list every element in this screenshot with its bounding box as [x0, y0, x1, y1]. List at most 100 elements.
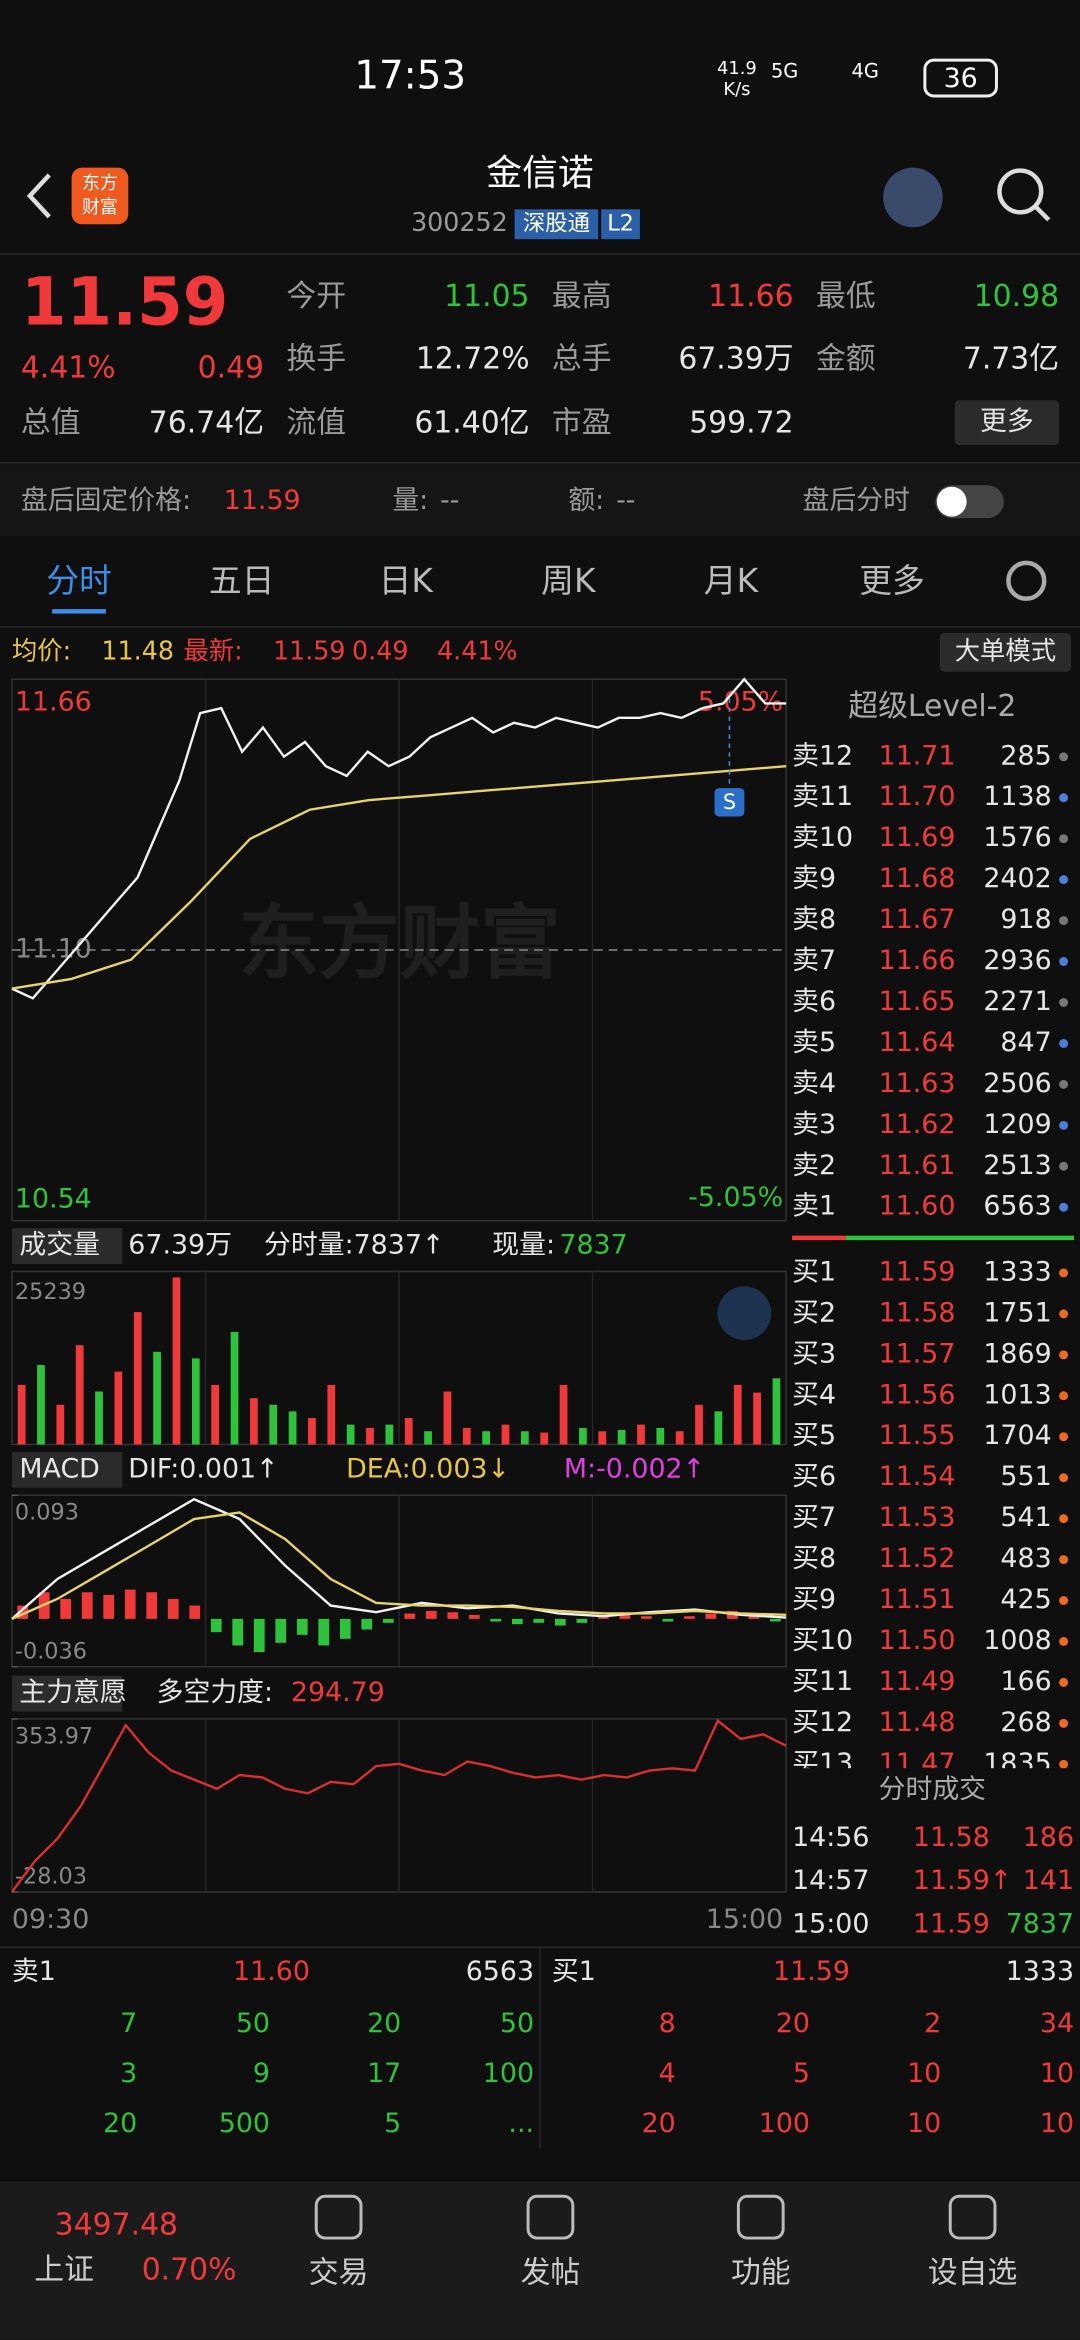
- marker-box: [714, 788, 745, 817]
- volume-minute: 分时量:7837↑: [264, 1230, 444, 1261]
- tag-box: [514, 209, 599, 240]
- tab[interactable]: 月K: [704, 562, 760, 600]
- back-button[interactable]: [26, 173, 51, 219]
- more-button[interactable]: [954, 400, 1060, 446]
- book-price: 11.65: [879, 986, 956, 1017]
- queue-cell: 4: [659, 2058, 676, 2089]
- macd-bar: [597, 1616, 609, 1619]
- field-value: 76.74亿: [149, 406, 264, 441]
- field-value: 599.72: [689, 406, 793, 441]
- tab[interactable]: 五日: [209, 562, 275, 600]
- big-order-button[interactable]: [939, 632, 1072, 672]
- book-dot: [1059, 1596, 1069, 1605]
- queue-cell: 9: [253, 2058, 270, 2089]
- book-dot: [1059, 1514, 1069, 1524]
- volume-bar: [675, 1431, 684, 1445]
- book-volume: 1209: [983, 1109, 1051, 1140]
- tab[interactable]: 日K: [379, 562, 435, 600]
- book-dot: [1059, 1759, 1069, 1769]
- book-level: 买11: [792, 1666, 853, 1697]
- volume-bar: [520, 1431, 529, 1445]
- book-level: 卖5: [792, 1027, 836, 1058]
- volume-bar: [772, 1378, 781, 1445]
- battery: [923, 58, 998, 98]
- book-price: 11.51: [879, 1584, 956, 1615]
- nav-icon[interactable]: [526, 2194, 575, 2240]
- search-icon[interactable]: [997, 168, 1044, 215]
- price-line: [11, 677, 787, 1000]
- macd-bar: [124, 1589, 136, 1619]
- nav-icon[interactable]: [314, 2194, 363, 2240]
- index-value: 3497.48: [55, 2208, 178, 2243]
- book-level: 卖1: [792, 1191, 836, 1222]
- macd-bar: [232, 1618, 244, 1646]
- book-price: 11.66: [879, 945, 956, 976]
- stock-code: 300252: [411, 207, 508, 237]
- book-level: 卖10: [792, 822, 853, 853]
- book-level: 买12: [792, 1707, 853, 1738]
- expand-button[interactable]: [717, 1286, 772, 1341]
- dea-line: [11, 1511, 787, 1620]
- book-volume: 2936: [983, 945, 1051, 976]
- nav-item[interactable]: 交易: [309, 2255, 369, 2290]
- trade-volume: 141: [1023, 1865, 1074, 1896]
- book-dot: [1059, 1350, 1069, 1360]
- book-level: 卖3: [792, 1109, 836, 1140]
- volume-bar: [637, 1424, 645, 1445]
- tab[interactable]: 分时: [46, 562, 112, 600]
- book-volume: 2513: [983, 1150, 1051, 1181]
- change: 0.49: [198, 350, 264, 385]
- field-label: 今开: [286, 279, 346, 314]
- nav-icon[interactable]: [736, 2194, 785, 2240]
- nav-item[interactable]: 设自选: [928, 2255, 1017, 2290]
- book-level: 买5: [792, 1420, 836, 1451]
- battery-level: 36: [944, 63, 978, 94]
- tab[interactable]: 周K: [541, 562, 597, 600]
- book-price: 11.69: [879, 822, 956, 853]
- book-volume: 1869: [983, 1338, 1051, 1369]
- book-volume: 166: [1000, 1666, 1051, 1697]
- macd-bar: [210, 1618, 222, 1633]
- book-dot: [1059, 1636, 1069, 1646]
- book-level: 买2: [792, 1297, 836, 1328]
- book-price: 11.71: [879, 740, 956, 771]
- volume-bar: [733, 1384, 742, 1445]
- volume-bar: [327, 1384, 336, 1445]
- queue-cell: 34: [1040, 2008, 1074, 2039]
- book-price: 11.57: [879, 1338, 956, 1369]
- volume-total: 67.39万: [128, 1230, 232, 1261]
- last-change: 0.49: [352, 635, 408, 665]
- volume-bar: [598, 1431, 607, 1445]
- tab[interactable]: 更多: [859, 562, 925, 600]
- book-volume: 483: [1000, 1543, 1051, 1574]
- volume-bar: [172, 1277, 181, 1445]
- trade-time: 14:56: [792, 1822, 869, 1853]
- volume-bar: [230, 1331, 239, 1445]
- network: 5G: [771, 60, 798, 83]
- level-tag: L2: [607, 211, 634, 237]
- field-value: 11.05: [444, 279, 529, 314]
- book-level: 卖2: [792, 1150, 836, 1181]
- field-label: 最高: [552, 279, 612, 314]
- book-dot: [1059, 1079, 1069, 1089]
- avg-label: 均价:: [12, 635, 71, 665]
- nav-icon[interactable]: [948, 2194, 997, 2240]
- book-level: 买7: [792, 1502, 836, 1533]
- search-icon-handle: [1033, 204, 1051, 222]
- nav-item[interactable]: 功能: [731, 2255, 791, 2290]
- last-pct: 4.41%: [437, 635, 518, 665]
- change-pct: 4.41%: [21, 350, 116, 385]
- volume-bar: [17, 1384, 26, 1445]
- queue-head-price: 11.60: [233, 1956, 310, 1987]
- book-dot: [1059, 957, 1069, 967]
- field-label: 总值: [21, 406, 81, 441]
- field-value: 12.72%: [416, 342, 530, 377]
- macd-label: MACD: [19, 1453, 99, 1484]
- book-level: 卖7: [792, 945, 836, 976]
- nav-item[interactable]: 发帖: [521, 2255, 581, 2290]
- macd-dif: DIF:0.001↑: [128, 1453, 278, 1484]
- main-label: 主力意愿: [19, 1677, 126, 1708]
- robot-avatar[interactable]: [883, 167, 943, 228]
- logo[interactable]: [71, 167, 129, 225]
- settings-icon[interactable]: [1006, 560, 1047, 601]
